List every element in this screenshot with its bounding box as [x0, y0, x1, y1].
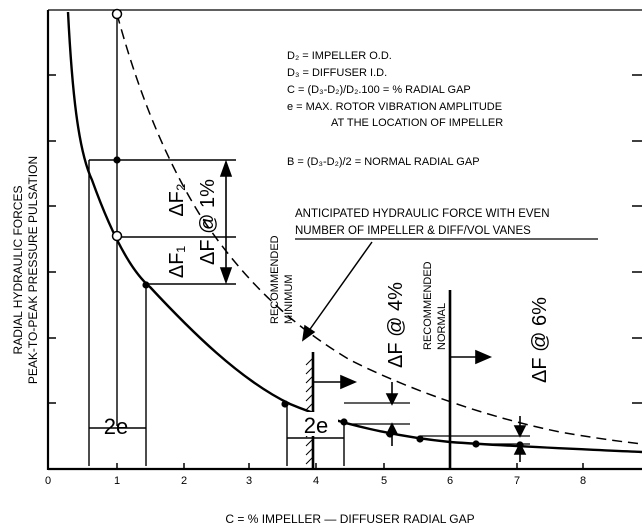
x-tick-label-3: 3 — [246, 475, 252, 487]
recommended-normal-arrow — [450, 349, 493, 365]
delta-f-6pct-arrows — [513, 416, 527, 462]
legend-c: C = (D₃-D₂)/D₂.100 = % RADIAL GAP — [287, 84, 471, 96]
x-tick-label-2: 2 — [181, 475, 187, 487]
delta-f1-label: ΔF₁ — [166, 246, 188, 279]
y-ticks-right — [632, 74, 642, 404]
x-tick-label-1: 1 — [114, 475, 120, 487]
left-2e-label: 2e — [104, 414, 128, 439]
x-tick-label-6: 6 — [447, 475, 453, 487]
solid-point-c56 — [416, 435, 424, 443]
x-tick-label-7: 7 — [514, 475, 520, 487]
right-2e-label: 2e — [304, 413, 328, 438]
delta-f2-label: ΔF₂ — [166, 183, 188, 216]
solid-point-c14 — [142, 281, 150, 289]
recommended-minimum-arrow — [313, 374, 358, 390]
y-ticks-left — [48, 74, 56, 404]
delta-f-1pct-arrow — [219, 159, 233, 285]
y-axis-title-line2: PEAK-TO-PEAK PRESSURE PULSATION — [26, 156, 40, 384]
anticipated-leader-arrow — [302, 241, 373, 342]
right-2e-label-bg — [293, 412, 338, 436]
delta-f-4pct-arrows — [385, 382, 399, 446]
delta-f-6pct-label: ΔF @ 6% — [529, 297, 551, 383]
legend-d3: D₃ = DIFFUSER I.D. — [287, 67, 387, 79]
x-tick-labels: 0 1 2 3 4 5 6 7 8 — [45, 475, 586, 487]
recommended-minimum-line2: MINIMUM — [283, 275, 295, 325]
legend-block: D₂ = IMPELLER O.D. D₃ = DIFFUSER I.D. C … — [287, 50, 503, 168]
anticipated-line2: NUMBER OF IMPELLER & DIFF/VOL VANES — [295, 225, 531, 237]
x-tick-label-0: 0 — [45, 475, 51, 487]
recommended-normal-line2: NORMAL — [436, 303, 448, 350]
y-axis-title-line1: RADIAL HYDRAULIC FORCES — [11, 186, 25, 355]
delta-f-1pct-label: ΔF @ 1% — [197, 179, 219, 265]
legend-d2: D₂ = IMPELLER O.D. — [287, 50, 392, 62]
anticipated-line1: ANTICIPATED HYDRAULIC FORCE WITH EVEN — [295, 208, 550, 220]
legend-e-line1: e = MAX. ROTOR VIBRATION AMPLITUDE — [287, 101, 502, 113]
x-tick-label-5: 5 — [381, 475, 387, 487]
recommended-normal-line1: RECOMMENDED — [422, 261, 434, 350]
open-point-mid — [111, 230, 123, 242]
legend-e-line2: AT THE LOCATION OF IMPELLER — [331, 117, 503, 129]
force-curve-dashed — [116, 13, 642, 445]
legend-b: B = (D₃-D₂)/2 = NORMAL RADIAL GAP — [287, 156, 480, 168]
axes — [46, 9, 642, 471]
open-point-top — [111, 8, 123, 20]
solid-point-c1 — [113, 156, 121, 164]
x-axis-title: C = % IMPELLER — DIFFUSER RADIAL GAP — [225, 512, 474, 526]
recommended-minimum-line1: RECOMMENDED — [269, 235, 281, 324]
x-tick-label-8: 8 — [580, 475, 586, 487]
x-tick-label-4: 4 — [313, 475, 319, 487]
delta-f-4pct-label: ΔF @ 4% — [385, 282, 407, 368]
